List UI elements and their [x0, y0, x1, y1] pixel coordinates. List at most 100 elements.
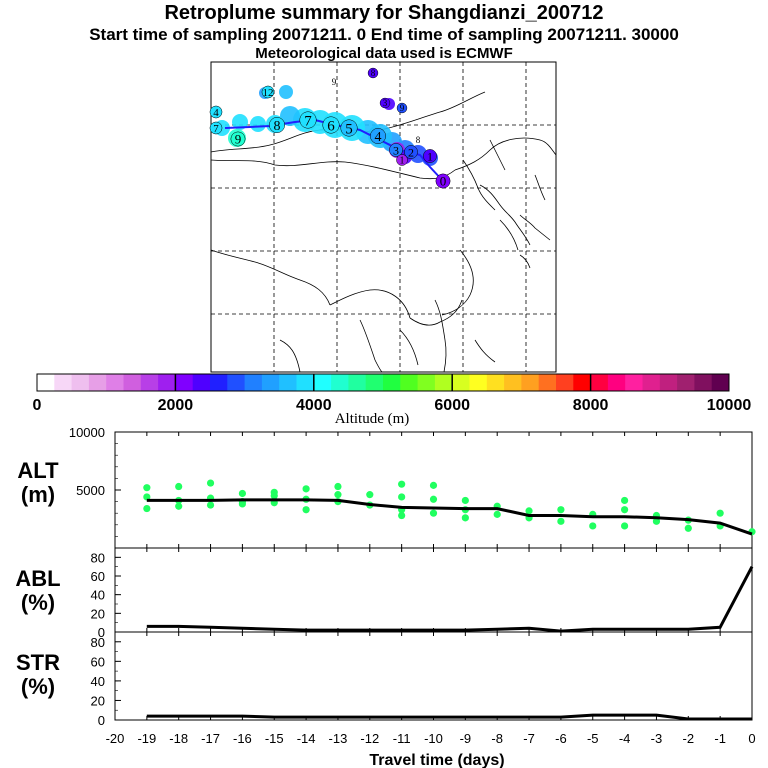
map-frame — [210, 61, 557, 373]
colorbar-cell — [590, 374, 609, 391]
y-tick-label: 60 — [91, 569, 105, 584]
colorbar-cell — [625, 374, 643, 391]
alt-scatter-point — [429, 495, 438, 503]
colorbar-cell — [365, 374, 384, 391]
colorbar-cell — [573, 374, 592, 391]
colorbar-cell — [192, 374, 211, 391]
x-tick-label: -11 — [393, 731, 411, 746]
time-series-panels: ALT (m) ABL (%) STR (%) 5000 10000 0 20 40 60… — [15, 425, 755, 768]
str-panel-frame — [114, 631, 753, 721]
colorbar-cell — [677, 374, 695, 391]
map-marker-dot — [370, 128, 386, 144]
colorbar-cell — [711, 374, 730, 391]
alt-scatter-point — [302, 506, 310, 514]
map-time-marker: 4 — [209, 105, 223, 119]
y-tick-label: 20 — [91, 606, 105, 621]
colorbar-tick-label: 0 — [33, 397, 42, 414]
y-tick-label: 5000 — [76, 483, 105, 498]
colorbar-label: Altitude (m) — [335, 411, 410, 427]
colorbar-cell — [106, 374, 124, 391]
map-marker-label: 1 — [400, 156, 405, 167]
map-marker-dot — [396, 154, 408, 166]
colorbar-cell — [694, 374, 713, 391]
map-marker-dot — [340, 119, 358, 137]
map-time-marker: 4 — [370, 128, 386, 145]
map-marker-label: 1 — [427, 149, 433, 163]
y-tick-label: 0 — [98, 625, 105, 640]
colorbar-cell — [261, 374, 280, 391]
alt-scatter-point — [621, 522, 629, 530]
colorbar-cell — [452, 374, 470, 391]
map-marker-label: 7 — [304, 113, 312, 129]
alt-scatter-point — [716, 509, 724, 517]
map-time-marker: 1 — [396, 154, 408, 167]
map-marker-label: 5 — [345, 121, 353, 137]
colorbar-cell — [296, 374, 315, 391]
map-marker-label: 8 — [274, 119, 281, 134]
x-tick-label: -15 — [265, 731, 284, 746]
map-marker-dot — [230, 131, 246, 147]
map-marker-label: 0 — [440, 174, 447, 189]
alt-scatter-point — [461, 514, 469, 522]
y-tick-label: 40 — [91, 588, 105, 603]
colorbar-cell — [417, 374, 436, 391]
map-marker-label: 2 — [408, 145, 414, 159]
map-marker-label: 4 — [375, 130, 382, 145]
map-marker-label: 3 — [383, 98, 388, 108]
colorbar-cell — [54, 374, 73, 391]
x-axis-ticks: -20 -19 -18 -17 -16 -15 -14 -13 -12 -11 -10 -9 -8 -7-… — [106, 731, 756, 746]
x-tick-label: -10 — [424, 731, 443, 746]
map-time-marker: 7 — [209, 121, 223, 135]
map-marker-dot — [389, 143, 403, 157]
alt-scatter-point — [557, 517, 565, 525]
map-time-marker: 1 — [423, 149, 437, 163]
colorbar-cell — [556, 374, 574, 391]
x-tick-label: -16 — [233, 731, 252, 746]
colorbar-cell — [244, 374, 263, 391]
alt-scatter-point — [429, 481, 438, 489]
y-tick-label: 80 — [91, 635, 105, 650]
map-time-marker: 2 — [404, 145, 418, 159]
alt-scatter-point — [334, 491, 342, 499]
colorbar-cell — [158, 374, 176, 391]
alt-scatter-point — [429, 509, 438, 517]
map-marker-label: 7 — [213, 123, 219, 135]
map-marker-dot — [269, 117, 285, 133]
alt-scatter-point — [461, 496, 469, 505]
map-time-marker: 9 — [332, 77, 337, 87]
colorbar-cell — [227, 374, 246, 391]
alt-scatter-point — [143, 504, 151, 513]
abl-panel-frame — [114, 547, 753, 633]
alt-panel-label: ALT — [17, 458, 59, 483]
alt-scatter-point — [270, 492, 278, 500]
map-time-marker: 6 — [322, 116, 340, 134]
alt-scatter-point — [398, 511, 406, 520]
colorbar-tick-label: 6000 — [434, 397, 470, 414]
map-marker-label: 4 — [213, 107, 219, 119]
map-marker-label: 6 — [327, 118, 335, 134]
abl-panel-unit: (%) — [21, 590, 55, 615]
meteorological-data-note: Meteorological data used is ECMWF — [255, 45, 513, 62]
map-marker-dot — [435, 173, 451, 189]
map-marker-label: 8 — [416, 135, 421, 145]
x-tick-label: -8 — [491, 731, 503, 746]
series-line-str — [146, 713, 752, 721]
alt-scatter-point — [175, 482, 183, 491]
y-tick-label: 80 — [91, 550, 105, 565]
map-marker-dot — [396, 102, 408, 114]
series-lines — [146, 498, 754, 721]
y-tick-label: 40 — [91, 674, 105, 689]
map-marker-label: 3 — [393, 143, 399, 157]
alt-scatter-point — [366, 491, 374, 499]
colorbar-cell — [279, 374, 297, 391]
map-time-marker: 9 — [230, 131, 246, 147]
x-tick-label: -2 — [683, 731, 695, 746]
colorbar-cell — [538, 374, 557, 391]
x-tick-label: -20 — [106, 731, 125, 746]
y-tick-label: 10000 — [69, 425, 105, 440]
colorbar-cell — [521, 374, 540, 391]
alt-scatter-point — [206, 501, 215, 509]
